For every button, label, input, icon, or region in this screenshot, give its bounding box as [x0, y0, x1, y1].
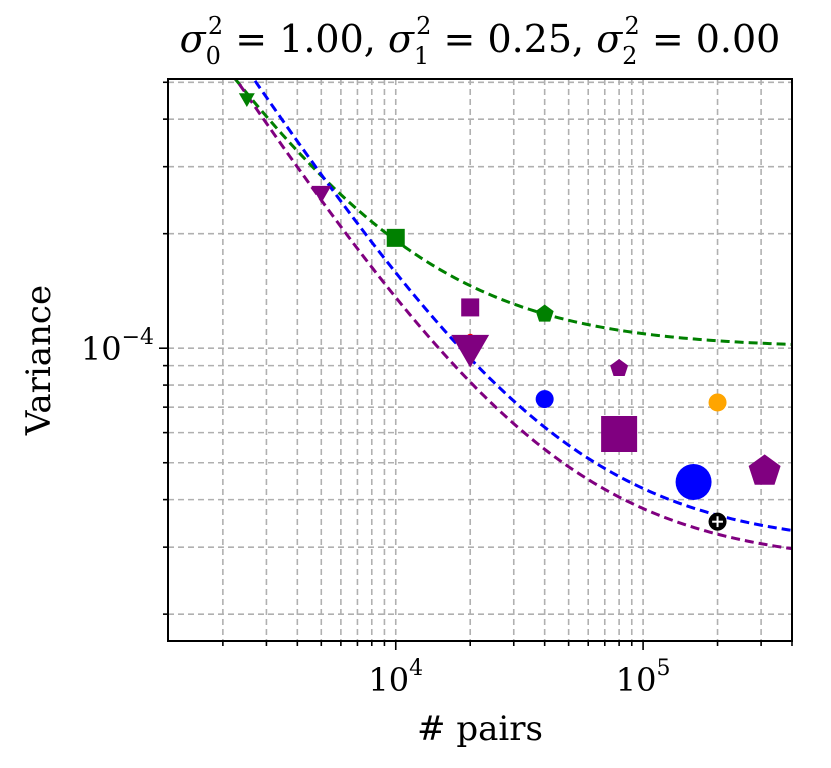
blue-circle-point [535, 390, 554, 409]
purple-square-point [601, 415, 638, 452]
black-circle-plus-point [708, 512, 727, 531]
grid [168, 79, 793, 641]
purple-pentagon-point [610, 358, 629, 377]
x-tick-label: 105 [616, 656, 671, 699]
data-points [238, 93, 781, 531]
green-pentagon-point [535, 304, 554, 322]
purple-pentagon-point [748, 454, 781, 485]
y-tick-label: 10−4 [81, 325, 154, 368]
purple-triangle-down-point [451, 334, 490, 368]
chart-title: σ02 = 1.00, σ12 = 0.25, σ22 = 0.00 [180, 12, 781, 70]
x-axis-label: # pairs [417, 709, 543, 749]
green-square-point [386, 228, 405, 247]
y-axis-label: Variance [19, 285, 59, 436]
purple-triangle-down-point [311, 185, 332, 204]
purple-fit-curve [234, 79, 792, 551]
green-triangle-down-point [238, 93, 255, 108]
fit-curves [233, 79, 792, 551]
axis-ticks: 104 105 10−4 [81, 81, 793, 699]
purple-square-point [461, 298, 480, 317]
x-tick-label: 104 [368, 656, 423, 699]
orange-circle-point [708, 393, 727, 412]
green-fit-curve [233, 79, 792, 346]
blue-circle-point [675, 463, 712, 500]
plot-frame [167, 78, 793, 642]
blue-fit-curve [251, 79, 792, 532]
